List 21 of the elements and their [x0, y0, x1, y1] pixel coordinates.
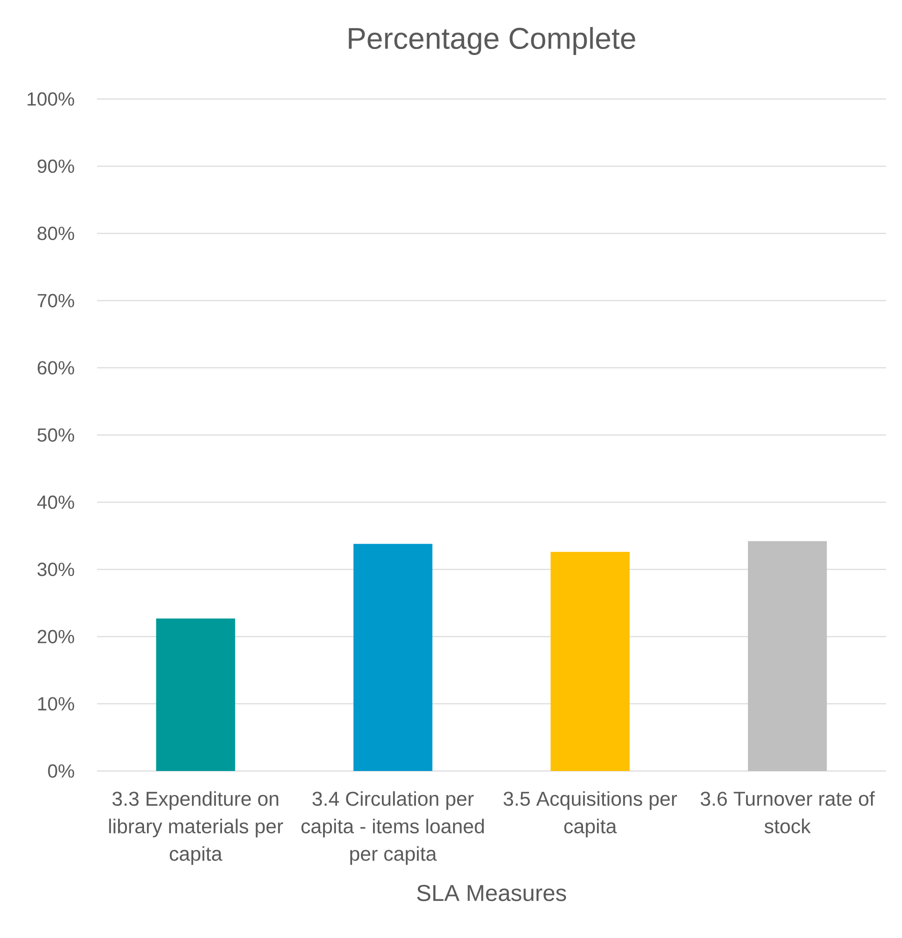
chart-title: Percentage Complete — [348, 27, 636, 55]
y-tick-label: 30% — [37, 562, 74, 576]
x-tick-label: 3.5 Acquisitions per capita — [504, 791, 678, 838]
y-tick-label: 40% — [37, 495, 74, 509]
x-axis-title: SLA Measures — [417, 884, 566, 902]
x-tick-label: 3.3 Expenditure on library materials per capita — [109, 791, 284, 865]
y-tick-label: 0% — [48, 764, 74, 778]
bar — [748, 541, 827, 771]
x-tick-label: 3.4 Circulation per capita - items loaned per capita — [301, 791, 484, 865]
bar — [550, 552, 630, 771]
x-tick-label: 3.6 Turnover rate of stock — [700, 791, 875, 834]
y-tick-label: 100% — [28, 92, 74, 106]
bar — [353, 544, 432, 771]
y-tick-label: 70% — [38, 294, 74, 308]
y-tick-label: 10% — [38, 697, 74, 711]
y-tick-label: 50% — [38, 428, 74, 442]
y-tick-label: 20% — [38, 630, 74, 644]
y-tick-label: 90% — [38, 159, 74, 173]
y-tick-label: 60% — [38, 361, 74, 375]
y-tick-label: 80% — [38, 226, 74, 240]
bar — [156, 618, 236, 771]
